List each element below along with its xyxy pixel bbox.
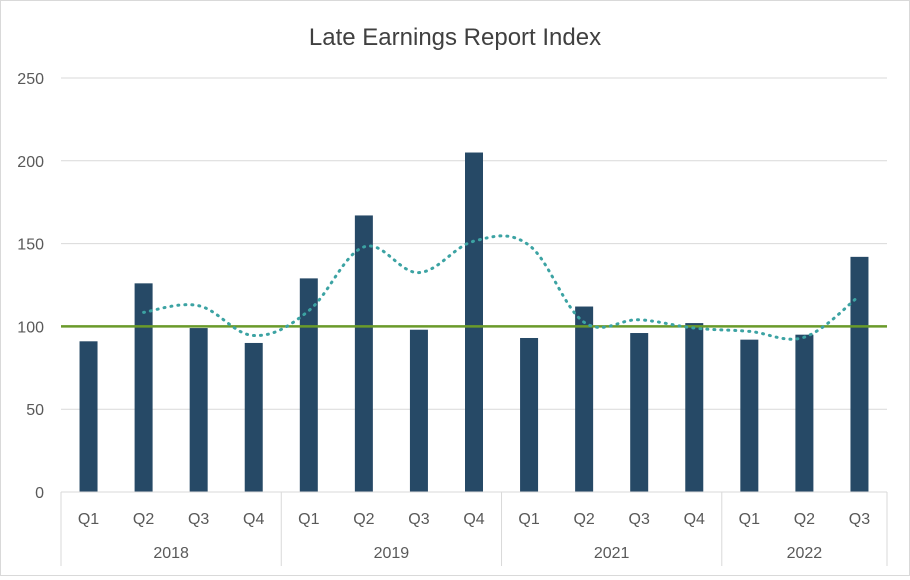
bar	[630, 333, 649, 492]
bar	[740, 339, 759, 492]
trendline-layer	[142, 234, 861, 341]
bar	[409, 329, 428, 492]
bar	[134, 283, 153, 492]
bar	[465, 152, 483, 492]
x-tick-label: Q2	[353, 511, 374, 528]
x-tick-label: Q4	[684, 511, 705, 528]
x-group-label: 2018	[153, 545, 189, 562]
bar	[795, 334, 814, 492]
y-tick-label: 0	[35, 485, 44, 502]
x-tick-label: Q1	[739, 511, 760, 528]
y-tick-label: 200	[17, 154, 44, 171]
y-axis-tick-labels: 0 50 100 150 200 250	[17, 71, 44, 502]
y-tick-label: 150	[17, 237, 44, 254]
bar	[189, 328, 208, 492]
y-tick-label: 50	[26, 402, 44, 419]
x-tick-label: Q3	[408, 511, 429, 528]
x-tick-label: Q1	[78, 511, 99, 528]
bar	[575, 306, 594, 492]
bar	[850, 256, 869, 492]
x-tick-label: Q1	[518, 511, 539, 528]
bar	[299, 278, 318, 492]
x-tick-label: Q2	[794, 511, 815, 528]
chart-title: Late Earnings Report Index	[309, 24, 601, 51]
x-tick-label: Q4	[463, 511, 484, 528]
bar-series	[79, 152, 869, 492]
x-tick-label: Q4	[243, 511, 264, 528]
x-tick-label: Q1	[298, 511, 319, 528]
x-group-label: 2019	[374, 545, 410, 562]
x-tick-label: Q3	[849, 511, 870, 528]
x-axis: Q1 Q2 Q3 Q4 2018 Q1 Q2 Q3 Q4 2019 Q1 Q2 Q3 Q4 2021 Q1 Q2…	[60, 491, 888, 566]
x-tick-label: Q3	[629, 511, 650, 528]
trendline	[142, 234, 861, 341]
y-tick-label: 100	[17, 319, 44, 336]
x-tick-label: Q2	[573, 511, 594, 528]
bar	[244, 342, 263, 492]
bar	[520, 337, 539, 492]
y-tick-label: 250	[17, 71, 44, 88]
x-group-label: 2021	[594, 545, 630, 562]
bar	[685, 323, 704, 492]
x-tick-label: Q2	[133, 511, 154, 528]
bar	[354, 215, 373, 492]
bar	[79, 341, 98, 492]
x-group-label: 2022	[787, 545, 823, 562]
x-tick-label: Q3	[188, 511, 209, 528]
